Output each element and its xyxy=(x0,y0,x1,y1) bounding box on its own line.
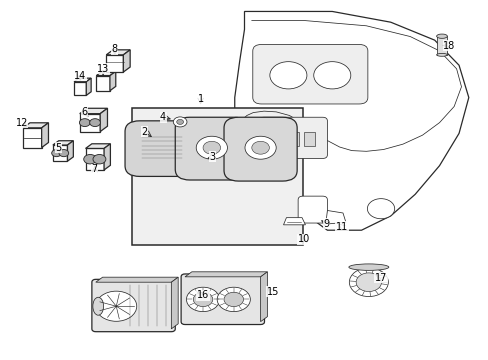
Text: 2: 2 xyxy=(141,127,147,136)
Circle shape xyxy=(196,136,227,159)
Polygon shape xyxy=(106,50,130,55)
Circle shape xyxy=(173,117,186,127)
FancyBboxPatch shape xyxy=(92,279,175,332)
Polygon shape xyxy=(67,141,73,161)
Bar xyxy=(436,36,447,55)
Circle shape xyxy=(251,141,269,154)
Polygon shape xyxy=(96,71,116,76)
Text: 4: 4 xyxy=(160,112,166,122)
Text: 1: 1 xyxy=(197,94,203,104)
Polygon shape xyxy=(96,277,178,282)
Polygon shape xyxy=(110,71,116,91)
FancyBboxPatch shape xyxy=(252,44,367,104)
Polygon shape xyxy=(260,272,267,321)
Circle shape xyxy=(59,149,68,157)
FancyBboxPatch shape xyxy=(298,196,327,223)
Circle shape xyxy=(355,273,381,292)
Circle shape xyxy=(193,292,212,307)
Text: 3: 3 xyxy=(209,152,215,162)
Polygon shape xyxy=(234,12,468,230)
Polygon shape xyxy=(53,141,73,145)
Polygon shape xyxy=(123,50,130,72)
FancyBboxPatch shape xyxy=(175,117,248,180)
Text: 17: 17 xyxy=(374,273,386,283)
Circle shape xyxy=(52,149,61,157)
Text: 5: 5 xyxy=(55,143,61,153)
Text: 13: 13 xyxy=(97,64,109,74)
Polygon shape xyxy=(100,108,107,132)
Ellipse shape xyxy=(348,264,388,270)
Text: 10: 10 xyxy=(297,234,309,244)
Polygon shape xyxy=(85,148,104,170)
Circle shape xyxy=(93,154,106,164)
Text: 18: 18 xyxy=(442,41,454,50)
Polygon shape xyxy=(80,108,107,114)
Polygon shape xyxy=(85,144,110,148)
FancyBboxPatch shape xyxy=(259,117,327,158)
Text: 12: 12 xyxy=(16,118,28,128)
Polygon shape xyxy=(41,123,48,148)
Circle shape xyxy=(269,62,306,89)
Polygon shape xyxy=(171,277,178,329)
Polygon shape xyxy=(86,78,91,95)
Text: 9: 9 xyxy=(323,219,329,229)
Polygon shape xyxy=(106,55,123,72)
Polygon shape xyxy=(53,145,67,161)
Text: 14: 14 xyxy=(74,71,86,81)
Polygon shape xyxy=(283,218,305,225)
Circle shape xyxy=(176,120,183,125)
Text: 6: 6 xyxy=(81,107,87,117)
Circle shape xyxy=(96,291,137,321)
Circle shape xyxy=(366,199,394,219)
Polygon shape xyxy=(23,128,41,148)
Ellipse shape xyxy=(436,53,447,56)
Circle shape xyxy=(79,119,90,127)
Text: 11: 11 xyxy=(335,222,347,231)
Circle shape xyxy=(89,119,100,127)
Polygon shape xyxy=(74,78,91,82)
Text: 16: 16 xyxy=(197,291,209,301)
FancyBboxPatch shape xyxy=(224,117,297,181)
Polygon shape xyxy=(104,144,110,170)
Ellipse shape xyxy=(93,297,103,315)
Circle shape xyxy=(224,292,243,307)
Bar xyxy=(304,132,314,146)
FancyBboxPatch shape xyxy=(125,121,200,176)
Text: 15: 15 xyxy=(266,287,278,297)
Polygon shape xyxy=(23,123,48,128)
Circle shape xyxy=(83,154,97,164)
Bar xyxy=(132,108,303,244)
Circle shape xyxy=(313,62,350,89)
Bar xyxy=(288,132,299,146)
FancyBboxPatch shape xyxy=(181,274,264,324)
Polygon shape xyxy=(326,211,345,224)
Polygon shape xyxy=(184,272,267,277)
Ellipse shape xyxy=(436,34,447,39)
Polygon shape xyxy=(74,82,86,95)
Circle shape xyxy=(186,287,219,312)
Circle shape xyxy=(203,141,220,154)
Bar xyxy=(272,132,283,146)
Circle shape xyxy=(244,136,276,159)
Text: 7: 7 xyxy=(91,164,98,174)
Polygon shape xyxy=(96,76,110,91)
Circle shape xyxy=(217,287,250,312)
Text: 8: 8 xyxy=(111,44,118,54)
Polygon shape xyxy=(80,114,100,132)
Circle shape xyxy=(348,268,387,297)
